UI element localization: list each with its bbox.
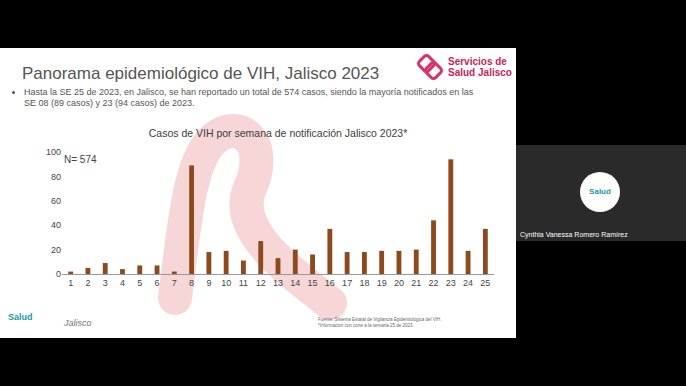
- html-text:*Información con corte a la se: *Información con corte a la semana 25 de…: [318, 323, 414, 328]
- html-text:Salud Jalisco: Salud Jalisco: [448, 67, 512, 78]
- svg-text:80: 80: [51, 172, 61, 182]
- svg-text:6: 6: [155, 278, 160, 288]
- svg-text:18: 18: [359, 278, 369, 288]
- svg-text:3: 3: [103, 278, 108, 288]
- svg-text:11: 11: [239, 278, 248, 288]
- html-text:Fuente: Sistema Estatal de Vig: Fuente: Sistema Estatal de Vigilancia Ep…: [318, 317, 442, 322]
- svg-text:22: 22: [429, 278, 439, 288]
- html-text:Servicios de: Servicios de: [448, 56, 507, 67]
- svg-text:40: 40: [51, 220, 61, 230]
- svg-text:1: 1: [68, 278, 73, 288]
- html-text:Hasta la SE 25 de 2023, en Jal: Hasta la SE 25 de 2023, en Jalisco, se h…: [24, 87, 474, 108]
- svg-text:N= 574: N= 574: [64, 154, 97, 165]
- svg-text:25: 25: [480, 278, 490, 288]
- html-text:Salud: Salud: [589, 187, 611, 196]
- svg-text:16: 16: [325, 278, 335, 288]
- html-text:Jalisco: Jalisco: [64, 318, 92, 328]
- svg-text:14: 14: [290, 278, 300, 288]
- svg-text:20: 20: [394, 278, 404, 288]
- svg-text:4: 4: [120, 278, 125, 288]
- svg-text:13: 13: [273, 278, 283, 288]
- html-text:Salud: Salud: [8, 312, 33, 322]
- svg-text:100: 100: [46, 147, 61, 157]
- svg-text:12: 12: [256, 278, 266, 288]
- svg-text:9: 9: [206, 278, 211, 288]
- svg-text:19: 19: [377, 278, 387, 288]
- svg-text:7: 7: [172, 278, 177, 288]
- svg-text:23: 23: [446, 278, 456, 288]
- html-text:Panorama epidemiológico de VIH: Panorama epidemiológico de VIH, Jalisco …: [22, 64, 380, 83]
- svg-text:21: 21: [411, 278, 421, 288]
- svg-text:24: 24: [463, 278, 473, 288]
- svg-text:Casos de VIH por semana de not: Casos de VIH por semana de notificación …: [149, 127, 408, 139]
- svg-text:17: 17: [342, 278, 352, 288]
- html-text:Cynthia Vanessa Romero Ramírez: Cynthia Vanessa Romero Ramírez: [520, 231, 628, 238]
- svg-text:10: 10: [221, 278, 231, 288]
- svg-text:8: 8: [189, 278, 194, 288]
- svg-text:20: 20: [51, 245, 61, 255]
- svg-text:2: 2: [85, 278, 90, 288]
- svg-text:0: 0: [56, 269, 61, 279]
- svg-text:5: 5: [137, 278, 142, 288]
- svg-text:15: 15: [308, 278, 318, 288]
- svg-text:60: 60: [51, 196, 61, 206]
